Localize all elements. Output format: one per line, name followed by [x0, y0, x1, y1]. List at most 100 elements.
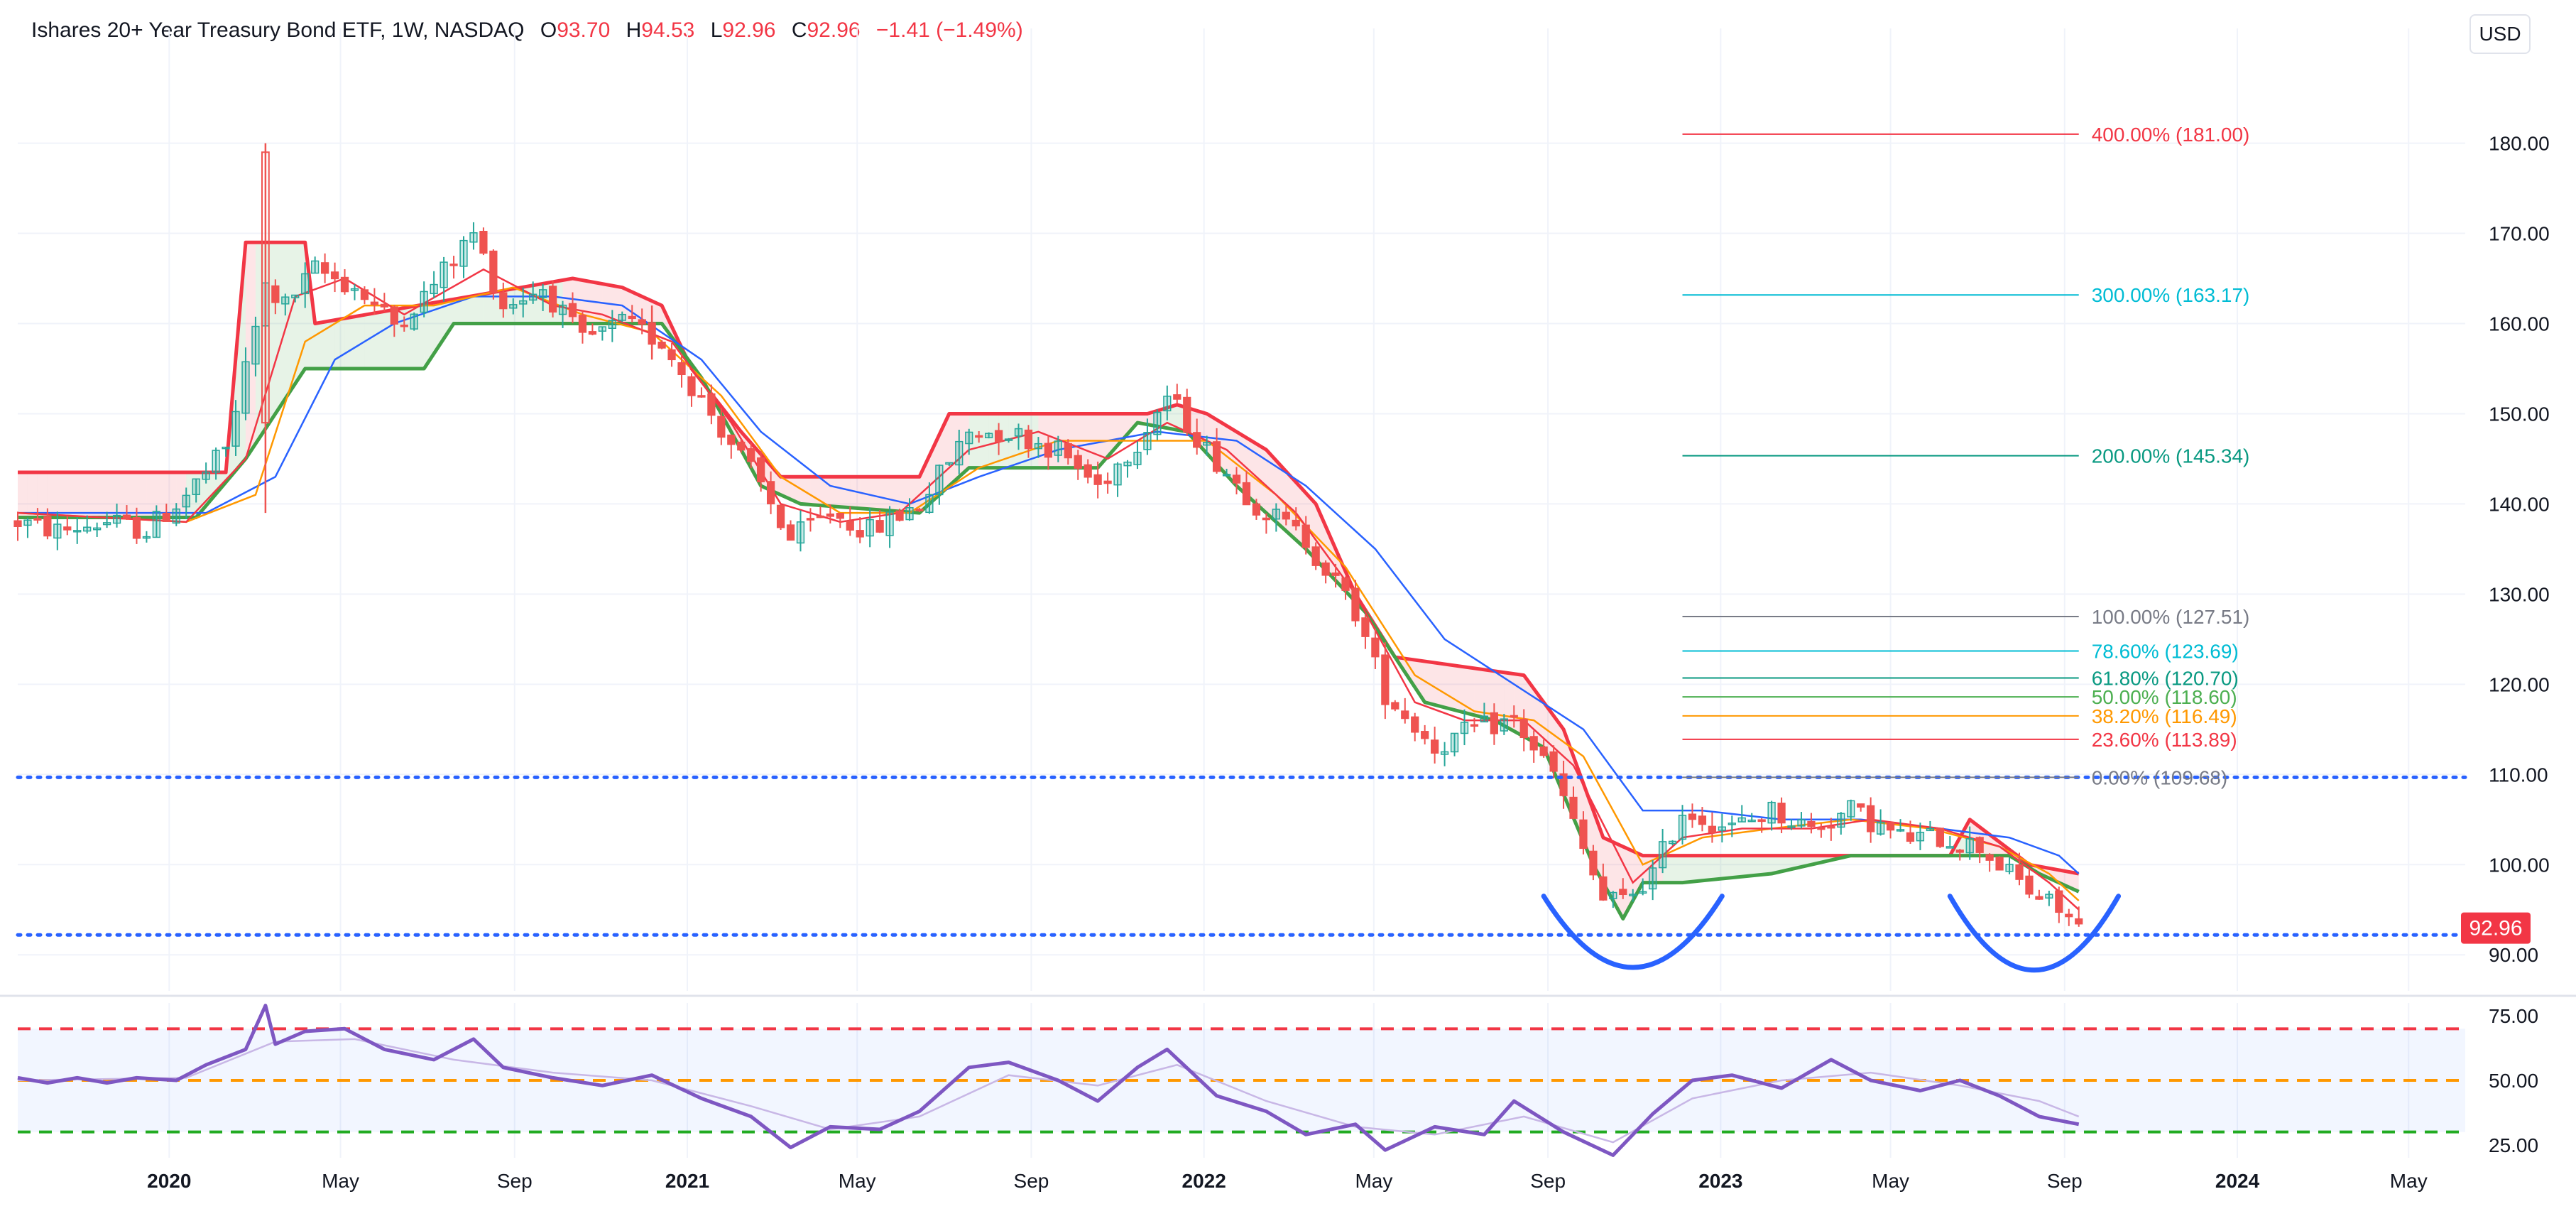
candle-body — [1044, 443, 1053, 458]
price-axis-tick: 170.00 — [2489, 223, 2550, 245]
candle-body — [449, 264, 458, 266]
candle-body — [1222, 474, 1231, 477]
cloud-fill-segment — [334, 318, 345, 369]
cloud-fill-segment — [265, 242, 275, 429]
candle-body — [2015, 864, 2024, 880]
candle-body — [1827, 825, 1835, 829]
candle-body — [1569, 796, 1578, 819]
fib-level-label: 400.00% (181.00) — [2092, 124, 2250, 146]
cloud-fill-segment — [1474, 668, 1485, 718]
candle-body — [410, 313, 418, 330]
candle-body — [1510, 715, 1518, 718]
candle-body — [1708, 825, 1717, 833]
candle-body — [340, 276, 349, 293]
candle-body — [2045, 894, 2053, 899]
candle-body — [83, 526, 92, 532]
candle-body — [1163, 396, 1172, 412]
candle-body — [1292, 519, 1300, 527]
open-value: 93.70 — [557, 18, 611, 42]
candle-body — [1589, 850, 1598, 876]
time-axis-tick: 2020 — [147, 1170, 191, 1192]
candle-body — [955, 440, 964, 466]
candle-body — [489, 250, 498, 293]
candle-body — [1639, 891, 1647, 894]
candle-body — [994, 430, 1003, 443]
candle-body — [132, 517, 141, 539]
candle-body — [856, 530, 864, 538]
candle-body — [13, 520, 22, 527]
cloud-fill-segment — [988, 413, 999, 468]
candle-body — [1599, 876, 1608, 901]
candle-body — [222, 446, 230, 450]
candle-body — [1183, 396, 1191, 433]
candle-body — [102, 522, 111, 526]
cloud-fill-segment — [146, 472, 157, 518]
candle-body — [1123, 461, 1132, 467]
candle-body — [43, 516, 52, 537]
candle-body — [1609, 891, 1617, 899]
candle-body — [806, 518, 815, 521]
candle-body — [1985, 854, 1994, 861]
candle-body — [1797, 819, 1806, 827]
cloud-fill-segment — [176, 472, 187, 518]
rsi-axis-tick: 25.00 — [2489, 1134, 2538, 1156]
candle-body — [885, 511, 894, 536]
candle-body — [737, 441, 746, 451]
candle-body — [1757, 819, 1766, 823]
candle-body — [1460, 722, 1469, 734]
cloud-fill-segment — [404, 306, 415, 369]
candle-body — [479, 230, 488, 254]
cloud-fill-segment — [1414, 660, 1425, 702]
candle-body — [747, 448, 755, 462]
cloud-fill-segment — [1424, 661, 1435, 705]
candle-body — [1995, 857, 2004, 871]
candle-body — [836, 512, 844, 519]
candle-body — [1203, 442, 1211, 446]
candle-body — [1103, 480, 1112, 484]
candle-body — [697, 395, 706, 398]
candle-body — [1807, 820, 1816, 827]
fib-level-label: 100.00% (127.51) — [2092, 606, 2250, 628]
cloud-fill-segment — [780, 477, 791, 500]
candle-body — [1876, 821, 1885, 835]
candle-body — [360, 289, 369, 300]
fib-level-label: 78.60% (123.69) — [2092, 640, 2239, 662]
rsi-pane — [17, 1004, 2465, 1157]
cloud-fill-segment — [1752, 855, 1762, 876]
candle-body — [1331, 572, 1340, 576]
candle-body — [895, 510, 904, 521]
candle-body — [1936, 827, 1944, 847]
candle-body — [1975, 837, 1984, 853]
candle-body — [469, 232, 478, 243]
time-axis-tick: May — [322, 1170, 359, 1192]
last-price-tag: 92.96 — [2469, 917, 2522, 940]
currency-button[interactable]: USD — [2469, 14, 2531, 54]
cloud-fill-segment — [18, 472, 28, 518]
cloud-fill-segment — [1028, 413, 1039, 468]
cloud-fill-segment — [1266, 450, 1277, 522]
cloud-fill-segment — [800, 477, 811, 505]
price-axis-tick: 90.00 — [2489, 944, 2538, 966]
candle-body — [1450, 732, 1459, 753]
price-axis-tick: 110.00 — [2489, 764, 2548, 786]
candle-body — [212, 450, 220, 473]
cloud-fill-segment — [87, 472, 97, 518]
candle-body — [1084, 464, 1092, 478]
candle-body — [1529, 736, 1538, 751]
candle-body — [73, 530, 82, 533]
candle-body — [1718, 826, 1726, 831]
cloud-fill-segment — [136, 472, 147, 518]
cloud-fill-segment — [245, 242, 256, 459]
close-label: C — [791, 18, 807, 42]
candle-body — [23, 519, 32, 526]
candle-body — [667, 349, 676, 361]
fib-level-label: 38.20% (116.49) — [2092, 705, 2237, 727]
candle-body — [776, 504, 785, 528]
candle-body — [1837, 813, 1845, 828]
fib-level-label: 200.00% (145.34) — [2092, 445, 2250, 467]
candle-body — [1024, 429, 1033, 450]
time-axis-tick: 2024 — [2215, 1170, 2260, 1192]
candle-body — [281, 296, 290, 305]
cloud-fill-segment — [642, 296, 653, 324]
